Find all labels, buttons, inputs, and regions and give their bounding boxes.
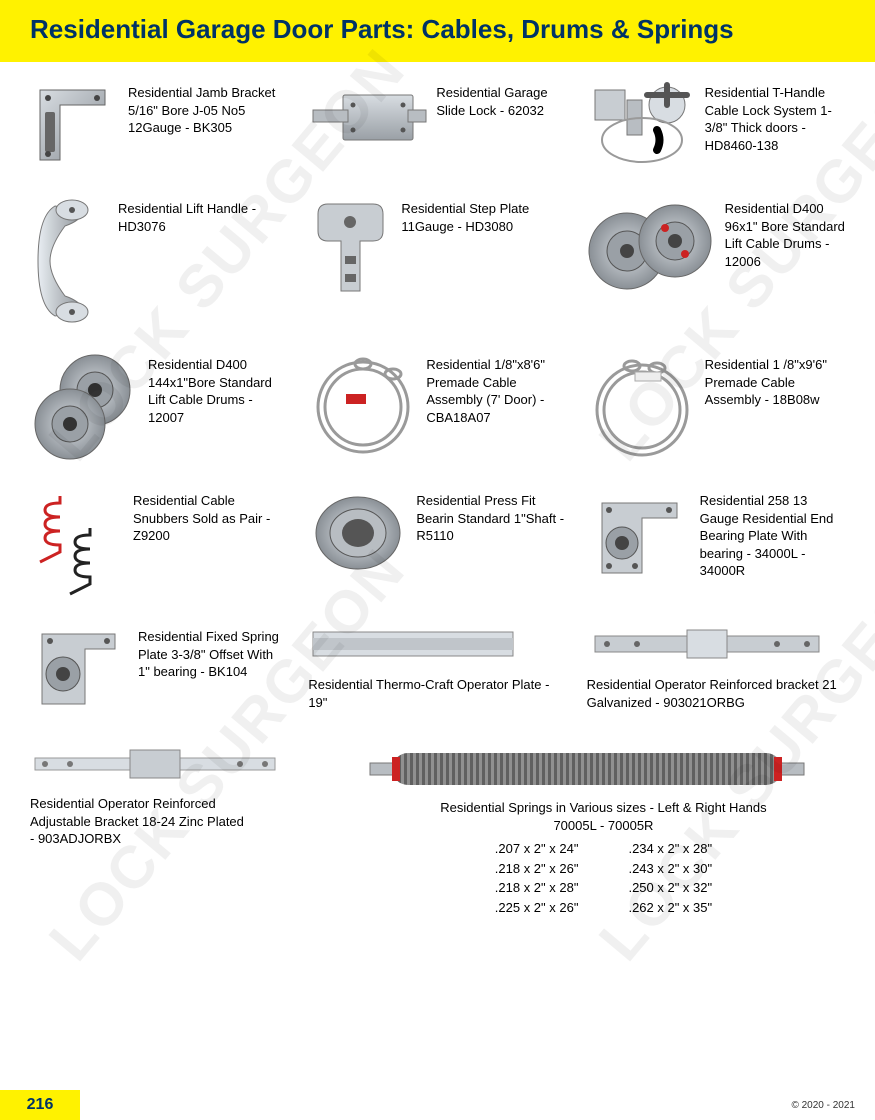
spring-specs: .207 x 2" x 24" .218 x 2" x 26" .218 x 2… xyxy=(362,839,845,917)
product-label: Residential Operator Reinforced bracket … xyxy=(587,672,845,711)
product-item: Residential D400 96x1" Bore Standard Lif… xyxy=(587,196,845,296)
spring-spec-col1: .207 x 2" x 24" .218 x 2" x 26" .218 x 2… xyxy=(495,839,579,917)
product-item: Residential Operator Reinforced Adjustab… xyxy=(30,745,332,848)
product-label: Residential D400 96x1" Bore Standard Lif… xyxy=(725,196,845,270)
product-item: Residential 1/8"x8'6" Premade Cable Asse… xyxy=(308,352,566,462)
product-item: Residential D400 144x1"Bore Standard Lif… xyxy=(30,352,288,462)
cable-snubbers-image xyxy=(30,488,125,598)
product-row: Residential Jamb Bracket 5/16" Bore J-05… xyxy=(30,80,845,170)
end-bearing-plate-image xyxy=(587,488,692,588)
torsion-spring-image xyxy=(362,745,845,793)
product-item: Residential Garage Slide Lock - 62032 xyxy=(308,80,566,150)
spring-spec-col2: .234 x 2" x 28" .243 x 2" x 30" .250 x 2… xyxy=(628,839,712,917)
step-plate-image xyxy=(308,196,393,306)
product-item: Residential Operator Reinforced bracket … xyxy=(587,624,845,711)
page-title: Residential Garage Door Parts: Cables, D… xyxy=(30,14,845,45)
product-row: Residential Operator Reinforced Adjustab… xyxy=(30,745,845,917)
product-label: Residential Press Fit Bearin Standard 1"… xyxy=(416,488,566,545)
product-item: Residential Thermo-Craft Operator Plate … xyxy=(308,624,566,711)
catalog-content: Residential Jamb Bracket 5/16" Bore J-05… xyxy=(0,62,875,917)
cable-assembly-7-image xyxy=(308,352,418,462)
product-label: Residential Fixed Spring Plate 3-3/8" Of… xyxy=(138,624,288,681)
press-fit-bearing-image xyxy=(308,488,408,578)
slide-lock-image xyxy=(308,80,428,150)
product-row: Residential D400 144x1"Bore Standard Lif… xyxy=(30,352,845,462)
product-item: Residential Jamb Bracket 5/16" Bore J-05… xyxy=(30,80,288,168)
jamb-bracket-image xyxy=(30,80,120,168)
spring-title: Residential Springs in Various sizes - L… xyxy=(362,799,845,835)
product-item: Residential Cable Snubbers Sold as Pair … xyxy=(30,488,288,598)
reinforced-bracket-image xyxy=(587,624,827,664)
cable-drums-144-image xyxy=(30,352,140,462)
product-item: Residential Fixed Spring Plate 3-3/8" Of… xyxy=(30,624,288,719)
product-label: Residential Operator Reinforced Adjustab… xyxy=(30,791,250,848)
product-item: Residential 258 13 Gauge Residential End… xyxy=(587,488,845,588)
page-number: 216 xyxy=(0,1090,80,1120)
page-footer: 216 © 2020 - 2021 xyxy=(0,1090,875,1120)
spring-section: Residential Springs in Various sizes - L… xyxy=(362,745,845,917)
page-header: Residential Garage Door Parts: Cables, D… xyxy=(0,0,875,62)
lift-handle-image xyxy=(30,196,110,326)
product-label: Residential Step Plate 11Gauge - HD3080 xyxy=(401,196,566,235)
product-label: Residential 1 /8"x9'6" Premade Cable Ass… xyxy=(705,352,845,409)
product-label: Residential 1/8"x8'6" Premade Cable Asse… xyxy=(426,352,566,426)
product-item: Residential Lift Handle - HD3076 xyxy=(30,196,288,326)
product-row: Residential Fixed Spring Plate 3-3/8" Of… xyxy=(30,624,845,719)
copyright: © 2020 - 2021 xyxy=(791,1100,855,1111)
product-label: Residential Garage Slide Lock - 62032 xyxy=(436,80,566,119)
cable-drums-image xyxy=(587,196,717,296)
product-label: Residential Jamb Bracket 5/16" Bore J-05… xyxy=(128,80,288,137)
product-label: Residential Cable Snubbers Sold as Pair … xyxy=(133,488,288,545)
product-label: Residential Thermo-Craft Operator Plate … xyxy=(308,672,566,711)
product-row: Residential Lift Handle - HD3076 Residen… xyxy=(30,196,845,326)
product-label: Residential T-Handle Cable Lock System 1… xyxy=(705,80,845,154)
product-label: Residential Lift Handle - HD3076 xyxy=(118,196,288,235)
product-item: Residential Press Fit Bearin Standard 1"… xyxy=(308,488,566,578)
product-label: Residential D400 144x1"Bore Standard Lif… xyxy=(148,352,288,426)
operator-plate-image xyxy=(308,624,518,664)
product-item: Residential T-Handle Cable Lock System 1… xyxy=(587,80,845,170)
spring-plate-image xyxy=(30,624,130,719)
product-item: Residential Step Plate 11Gauge - HD3080 xyxy=(308,196,566,306)
product-row: Residential Cable Snubbers Sold as Pair … xyxy=(30,488,845,598)
cable-assembly-9-image xyxy=(587,352,697,462)
product-label: Residential 258 13 Gauge Residential End… xyxy=(700,488,845,580)
t-handle-lock-image xyxy=(587,80,697,170)
adjustable-bracket-image xyxy=(30,745,280,783)
product-item: Residential 1 /8"x9'6" Premade Cable Ass… xyxy=(587,352,845,462)
